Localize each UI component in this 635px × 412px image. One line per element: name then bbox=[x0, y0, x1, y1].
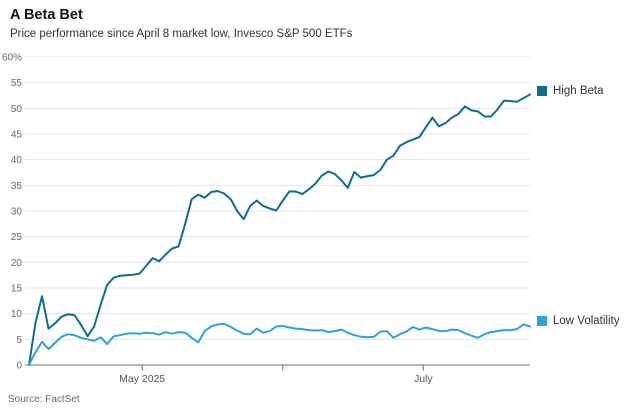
source-note: Source: FactSet bbox=[8, 394, 80, 405]
y-tick-label: 30 bbox=[11, 207, 23, 218]
y-tick-label: 5 bbox=[16, 335, 22, 346]
legend-high-beta: High Beta bbox=[537, 85, 604, 97]
y-tick-label: 0 bbox=[16, 361, 22, 372]
high-beta-swatch bbox=[537, 86, 547, 96]
series-line-high-beta bbox=[28, 93, 531, 366]
x-tick-label: July bbox=[414, 373, 433, 385]
chart-subtitle: Price performance since April 8 market l… bbox=[10, 28, 353, 40]
y-tick-label: 25 bbox=[11, 232, 23, 243]
legend-low-volatility-label: Low Volatility bbox=[553, 315, 620, 327]
y-tick-label: 20 bbox=[11, 258, 23, 269]
y-tick-label: 40 bbox=[11, 155, 23, 166]
y-tick-label: 15 bbox=[11, 284, 23, 295]
y-tick-label: 50 bbox=[11, 104, 23, 115]
low-volatility-swatch bbox=[537, 316, 547, 326]
y-tick-label: 35 bbox=[11, 181, 23, 192]
y-tick-label: 55 bbox=[11, 78, 23, 89]
legend-high-beta-label: High Beta bbox=[553, 85, 604, 97]
chart-title: A Beta Bet bbox=[10, 7, 83, 23]
y-tick-label: 60% bbox=[2, 53, 22, 64]
y-tick-label: 45 bbox=[11, 130, 23, 141]
series-line-low-volatility bbox=[28, 322, 531, 366]
y-tick-label: 10 bbox=[11, 309, 23, 320]
x-tick-label: May 2025 bbox=[119, 373, 165, 385]
legend-low-volatility: Low Volatility bbox=[537, 315, 619, 327]
